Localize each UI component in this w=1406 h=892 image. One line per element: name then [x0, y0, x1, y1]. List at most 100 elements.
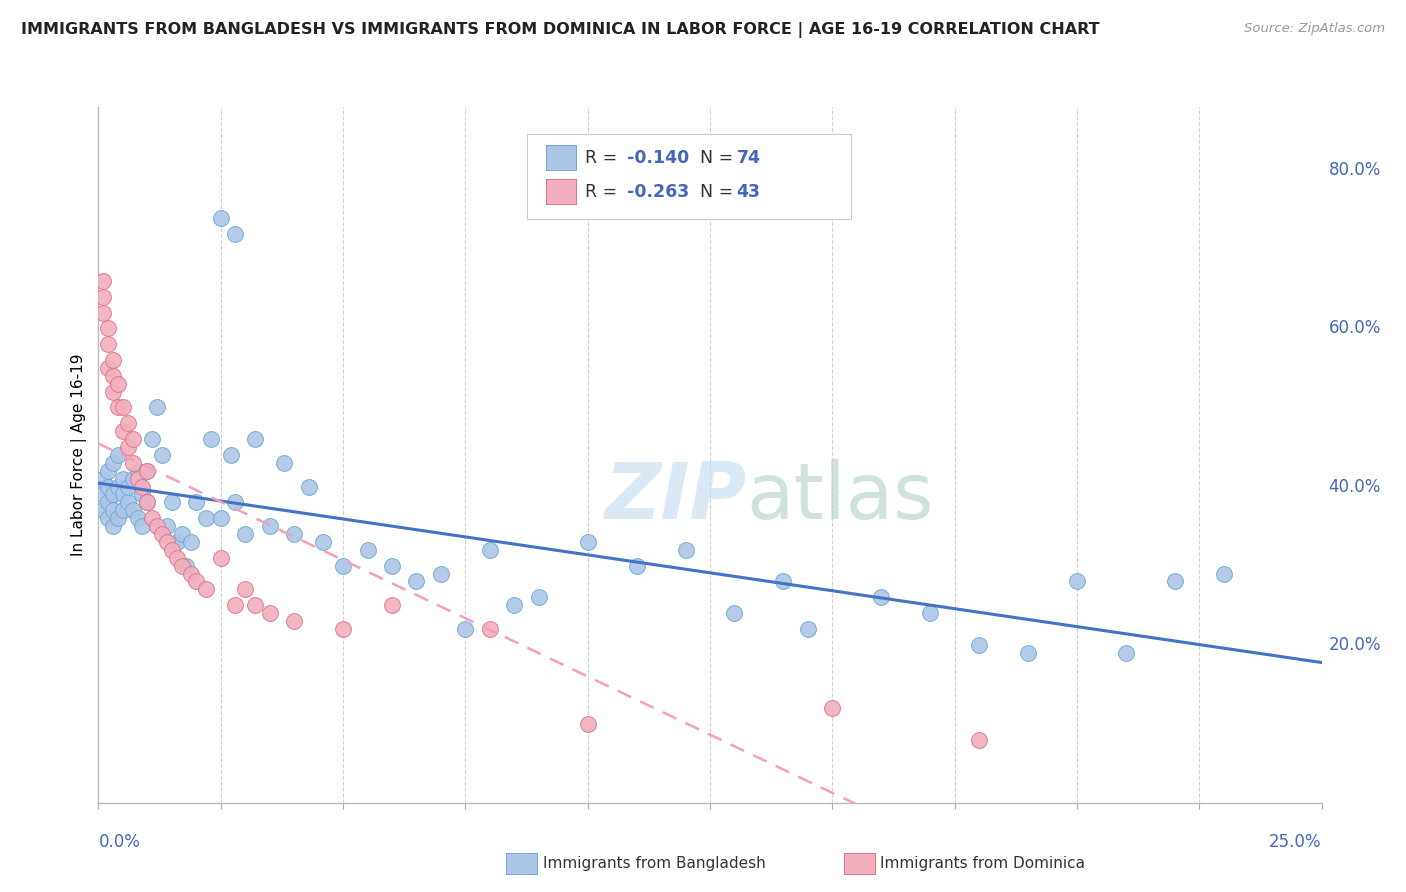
Point	[381, 558, 404, 573]
Point	[180, 566, 202, 581]
Point	[180, 534, 202, 549]
Point	[430, 566, 453, 581]
Point	[478, 542, 501, 557]
Point	[1115, 646, 1137, 660]
Point	[91, 487, 114, 501]
Text: atlas: atlas	[747, 458, 934, 534]
Point	[772, 574, 794, 589]
Point	[136, 464, 159, 478]
Point	[821, 701, 844, 715]
Point	[107, 376, 129, 391]
Point	[150, 527, 173, 541]
Point	[91, 305, 114, 319]
Point	[312, 534, 335, 549]
Text: N =: N =	[700, 149, 740, 167]
Point	[259, 519, 281, 533]
Y-axis label: In Labor Force | Age 16-19: In Labor Force | Age 16-19	[72, 353, 87, 557]
Text: R =: R =	[585, 149, 623, 167]
Point	[332, 558, 354, 573]
Point	[97, 464, 120, 478]
Point	[91, 472, 114, 486]
Point	[356, 542, 378, 557]
Point	[146, 401, 169, 415]
Point	[243, 432, 266, 446]
Point	[150, 448, 173, 462]
Point	[186, 574, 208, 589]
Point	[224, 598, 246, 612]
Point	[156, 534, 179, 549]
Point	[121, 432, 143, 446]
Point	[101, 456, 124, 470]
Text: Immigrants from Bangladesh: Immigrants from Bangladesh	[543, 856, 765, 871]
Point	[131, 479, 153, 493]
Text: 25.0%: 25.0%	[1270, 833, 1322, 851]
Point	[1066, 574, 1088, 589]
Point	[332, 622, 354, 636]
Point	[967, 638, 990, 652]
Point	[107, 479, 129, 493]
Point	[675, 542, 697, 557]
Point	[233, 527, 256, 541]
Point	[797, 622, 820, 636]
Point	[156, 519, 179, 533]
Text: IMMIGRANTS FROM BANGLADESH VS IMMIGRANTS FROM DOMINICA IN LABOR FORCE | AGE 16-1: IMMIGRANTS FROM BANGLADESH VS IMMIGRANTS…	[21, 22, 1099, 38]
Text: 40.0%: 40.0%	[1329, 477, 1381, 496]
Point	[117, 495, 139, 509]
Text: 74: 74	[737, 149, 761, 167]
Point	[111, 424, 134, 438]
Point	[243, 598, 266, 612]
Point	[117, 417, 139, 431]
Point	[97, 495, 120, 509]
Point	[101, 368, 124, 383]
Point	[186, 495, 208, 509]
Point	[967, 732, 990, 747]
Text: N =: N =	[700, 183, 740, 201]
Point	[224, 227, 246, 241]
Text: ZIP: ZIP	[605, 458, 747, 534]
Text: 43: 43	[737, 183, 761, 201]
Point	[870, 591, 893, 605]
Point	[166, 534, 188, 549]
Point	[107, 511, 129, 525]
Point	[101, 519, 124, 533]
Point	[1164, 574, 1187, 589]
Point	[97, 511, 120, 525]
Point	[170, 558, 193, 573]
Point	[166, 550, 188, 565]
Text: 60.0%: 60.0%	[1329, 319, 1381, 337]
Point	[503, 598, 526, 612]
Point	[209, 550, 232, 565]
Point	[209, 211, 232, 225]
Point	[121, 472, 143, 486]
Point	[170, 527, 193, 541]
Point	[97, 360, 120, 375]
Point	[97, 337, 120, 351]
Point	[224, 495, 246, 509]
Point	[121, 456, 143, 470]
Point	[283, 527, 305, 541]
Text: 20.0%: 20.0%	[1329, 636, 1381, 654]
Point	[91, 274, 114, 288]
Point	[1212, 566, 1234, 581]
Point	[920, 606, 942, 620]
Point	[146, 519, 169, 533]
Point	[131, 519, 153, 533]
Point	[160, 495, 183, 509]
Point	[259, 606, 281, 620]
Point	[121, 503, 143, 517]
Point	[101, 503, 124, 517]
Point	[117, 440, 139, 454]
Text: 0.0%: 0.0%	[98, 833, 141, 851]
Point	[111, 401, 134, 415]
Point	[273, 456, 295, 470]
Point	[576, 534, 599, 549]
Point	[478, 622, 501, 636]
Point	[91, 290, 114, 304]
Text: Immigrants from Dominica: Immigrants from Dominica	[880, 856, 1085, 871]
Text: 80.0%: 80.0%	[1329, 161, 1381, 179]
Point	[454, 622, 477, 636]
Point	[233, 582, 256, 597]
Point	[626, 558, 648, 573]
Point	[1017, 646, 1039, 660]
Point	[141, 511, 163, 525]
